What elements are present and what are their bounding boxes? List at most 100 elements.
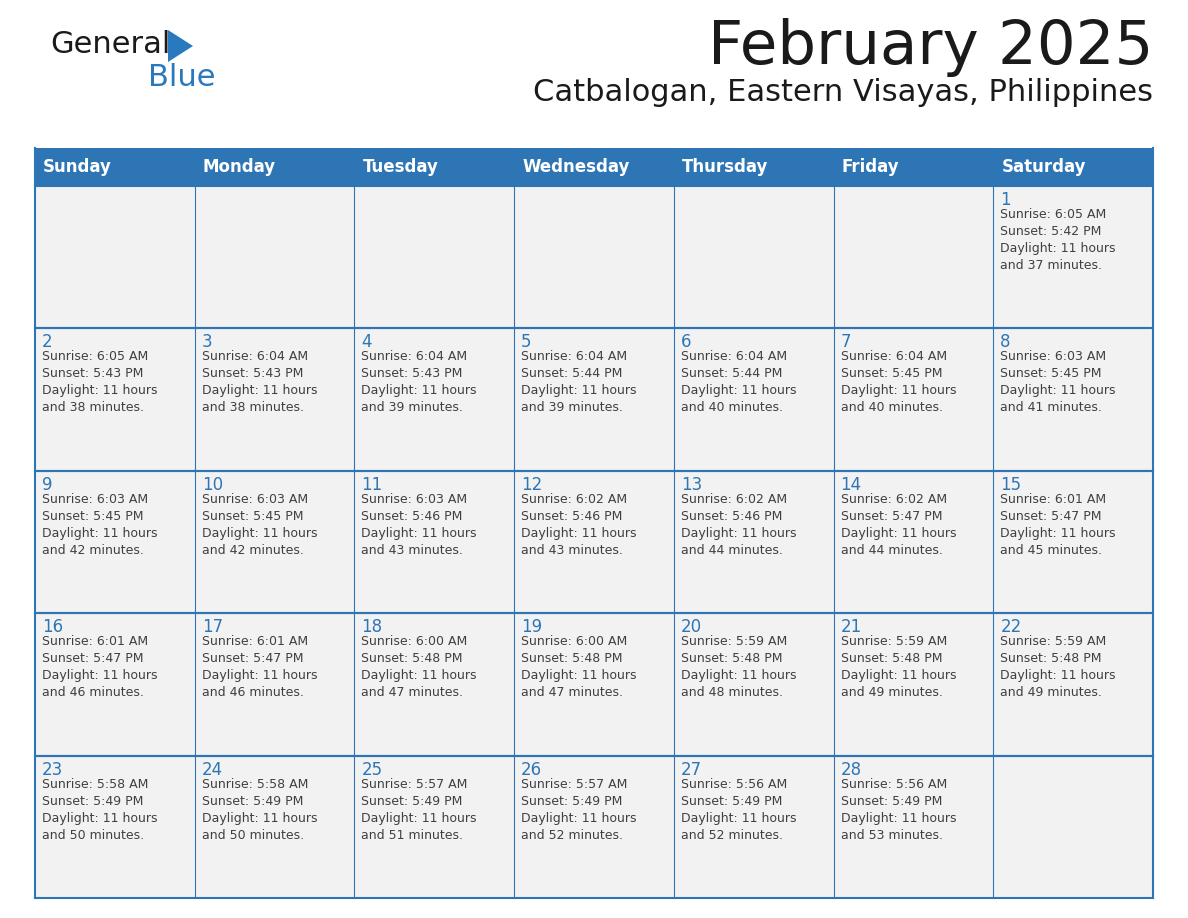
Text: Daylight: 11 hours: Daylight: 11 hours <box>681 812 796 824</box>
Bar <box>674 148 834 186</box>
Text: and 43 minutes.: and 43 minutes. <box>522 543 623 557</box>
Text: 28: 28 <box>841 761 861 778</box>
Polygon shape <box>168 30 192 62</box>
Bar <box>993 186 1154 329</box>
Text: and 51 minutes.: and 51 minutes. <box>361 829 463 842</box>
Text: and 52 minutes.: and 52 minutes. <box>522 829 624 842</box>
Text: and 41 minutes.: and 41 minutes. <box>1000 401 1102 414</box>
Text: and 46 minutes.: and 46 minutes. <box>202 686 304 700</box>
Text: 18: 18 <box>361 618 383 636</box>
Text: 25: 25 <box>361 761 383 778</box>
Text: and 47 minutes.: and 47 minutes. <box>522 686 624 700</box>
Text: Catbalogan, Eastern Visayas, Philippines: Catbalogan, Eastern Visayas, Philippines <box>533 78 1154 107</box>
Text: and 48 minutes.: and 48 minutes. <box>681 686 783 700</box>
Text: 8: 8 <box>1000 333 1011 352</box>
Text: Daylight: 11 hours: Daylight: 11 hours <box>361 527 476 540</box>
Text: and 50 minutes.: and 50 minutes. <box>202 829 304 842</box>
Bar <box>834 148 993 186</box>
Text: Daylight: 11 hours: Daylight: 11 hours <box>202 812 317 824</box>
Text: Sunset: 5:48 PM: Sunset: 5:48 PM <box>361 652 463 666</box>
Text: 27: 27 <box>681 761 702 778</box>
Text: and 49 minutes.: and 49 minutes. <box>841 686 942 700</box>
Bar <box>354 613 514 756</box>
Bar <box>993 471 1154 613</box>
Text: and 45 minutes.: and 45 minutes. <box>1000 543 1102 557</box>
Text: Sunrise: 5:59 AM: Sunrise: 5:59 AM <box>681 635 788 648</box>
Text: Sunrise: 5:58 AM: Sunrise: 5:58 AM <box>42 778 148 790</box>
Text: Daylight: 11 hours: Daylight: 11 hours <box>202 385 317 397</box>
Text: Saturday: Saturday <box>1001 158 1086 176</box>
Text: 3: 3 <box>202 333 213 352</box>
Text: Friday: Friday <box>841 158 899 176</box>
Text: and 44 minutes.: and 44 minutes. <box>841 543 942 557</box>
Text: and 38 minutes.: and 38 minutes. <box>202 401 304 414</box>
Text: Daylight: 11 hours: Daylight: 11 hours <box>1000 242 1116 255</box>
Text: Sunset: 5:44 PM: Sunset: 5:44 PM <box>522 367 623 380</box>
Text: Sunrise: 5:57 AM: Sunrise: 5:57 AM <box>522 778 627 790</box>
Text: Sunrise: 5:56 AM: Sunrise: 5:56 AM <box>681 778 788 790</box>
Text: Sunrise: 6:00 AM: Sunrise: 6:00 AM <box>361 635 468 648</box>
Bar <box>354 756 514 898</box>
Text: Sunrise: 6:03 AM: Sunrise: 6:03 AM <box>1000 351 1106 364</box>
Bar <box>354 471 514 613</box>
Text: Daylight: 11 hours: Daylight: 11 hours <box>522 385 637 397</box>
Text: Daylight: 11 hours: Daylight: 11 hours <box>42 669 158 682</box>
Text: 9: 9 <box>42 476 52 494</box>
Bar <box>514 186 674 329</box>
Text: Sunrise: 6:02 AM: Sunrise: 6:02 AM <box>681 493 786 506</box>
Text: Sunset: 5:48 PM: Sunset: 5:48 PM <box>1000 652 1101 666</box>
Text: and 40 minutes.: and 40 minutes. <box>841 401 942 414</box>
Text: Daylight: 11 hours: Daylight: 11 hours <box>361 385 476 397</box>
Text: Sunset: 5:45 PM: Sunset: 5:45 PM <box>1000 367 1101 380</box>
Text: Sunset: 5:43 PM: Sunset: 5:43 PM <box>42 367 144 380</box>
Bar <box>354 148 514 186</box>
Text: and 43 minutes.: and 43 minutes. <box>361 543 463 557</box>
Text: Sunrise: 5:56 AM: Sunrise: 5:56 AM <box>841 778 947 790</box>
Text: 16: 16 <box>42 618 63 636</box>
Text: Sunrise: 6:01 AM: Sunrise: 6:01 AM <box>1000 493 1106 506</box>
Text: February 2025: February 2025 <box>708 18 1154 77</box>
Text: Daylight: 11 hours: Daylight: 11 hours <box>42 812 158 824</box>
Text: 10: 10 <box>202 476 223 494</box>
Text: Tuesday: Tuesday <box>362 158 438 176</box>
Text: Sunrise: 5:59 AM: Sunrise: 5:59 AM <box>1000 635 1106 648</box>
Bar <box>674 186 834 329</box>
Text: Sunset: 5:49 PM: Sunset: 5:49 PM <box>42 795 144 808</box>
Text: Sunset: 5:44 PM: Sunset: 5:44 PM <box>681 367 782 380</box>
Text: Sunset: 5:45 PM: Sunset: 5:45 PM <box>42 509 144 522</box>
Bar <box>514 756 674 898</box>
Text: Daylight: 11 hours: Daylight: 11 hours <box>681 669 796 682</box>
Text: and 53 minutes.: and 53 minutes. <box>841 829 942 842</box>
Text: Sunday: Sunday <box>43 158 112 176</box>
Bar <box>195 148 354 186</box>
Text: 7: 7 <box>841 333 851 352</box>
Bar <box>514 471 674 613</box>
Text: General: General <box>50 30 170 59</box>
Text: and 39 minutes.: and 39 minutes. <box>522 401 623 414</box>
Text: and 44 minutes.: and 44 minutes. <box>681 543 783 557</box>
Text: 12: 12 <box>522 476 543 494</box>
Bar <box>34 613 195 756</box>
Bar <box>834 471 993 613</box>
Text: Sunrise: 6:02 AM: Sunrise: 6:02 AM <box>522 493 627 506</box>
Text: and 38 minutes.: and 38 minutes. <box>42 401 144 414</box>
Text: and 46 minutes.: and 46 minutes. <box>42 686 144 700</box>
Text: and 42 minutes.: and 42 minutes. <box>42 543 144 557</box>
Bar <box>34 148 195 186</box>
Text: Sunset: 5:47 PM: Sunset: 5:47 PM <box>1000 509 1101 522</box>
Text: and 42 minutes.: and 42 minutes. <box>202 543 304 557</box>
Text: and 39 minutes.: and 39 minutes. <box>361 401 463 414</box>
Text: Daylight: 11 hours: Daylight: 11 hours <box>841 812 956 824</box>
Text: Sunrise: 6:01 AM: Sunrise: 6:01 AM <box>42 635 148 648</box>
Text: Sunset: 5:45 PM: Sunset: 5:45 PM <box>841 367 942 380</box>
Text: 13: 13 <box>681 476 702 494</box>
Text: Monday: Monday <box>203 158 276 176</box>
Text: 1: 1 <box>1000 191 1011 209</box>
Bar <box>34 756 195 898</box>
Text: Sunrise: 6:03 AM: Sunrise: 6:03 AM <box>202 493 308 506</box>
Text: Sunrise: 6:04 AM: Sunrise: 6:04 AM <box>841 351 947 364</box>
Text: Sunset: 5:42 PM: Sunset: 5:42 PM <box>1000 225 1101 238</box>
Text: Sunrise: 5:57 AM: Sunrise: 5:57 AM <box>361 778 468 790</box>
Text: Daylight: 11 hours: Daylight: 11 hours <box>361 812 476 824</box>
Text: 20: 20 <box>681 618 702 636</box>
